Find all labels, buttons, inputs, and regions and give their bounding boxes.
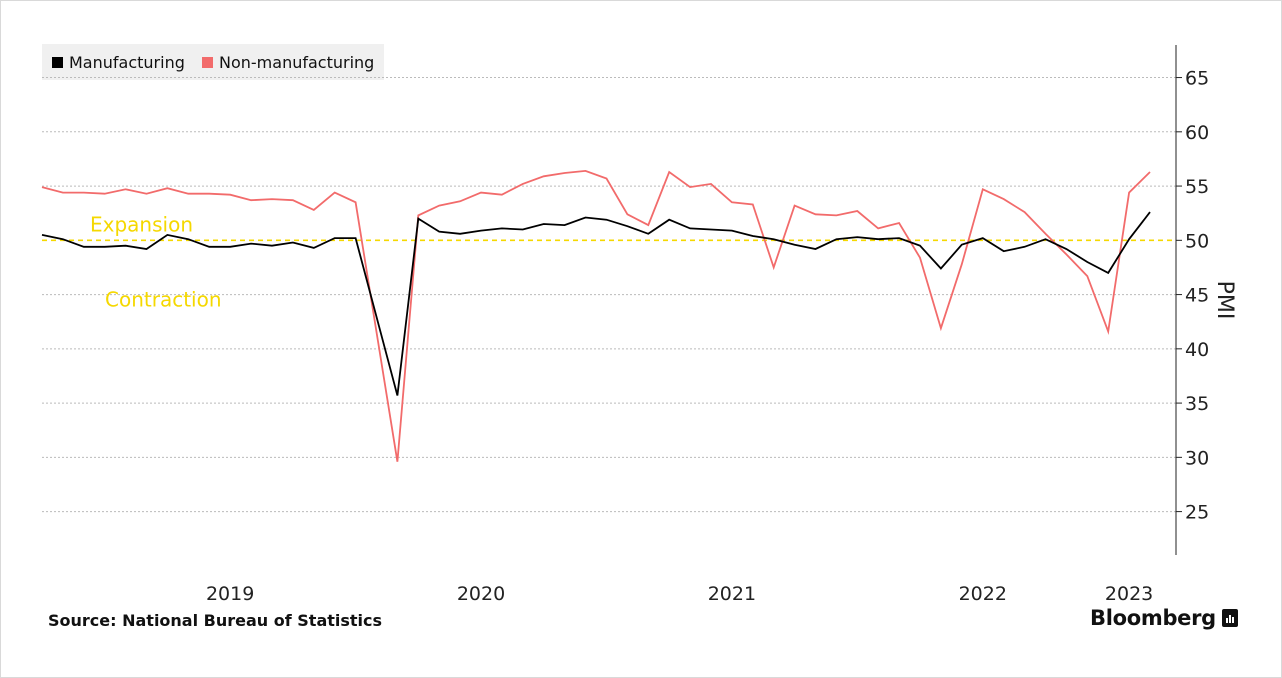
- brand-name: Bloomberg: [1090, 606, 1216, 630]
- x-tick-label-2021: 2021: [708, 583, 756, 605]
- legend-item-manufacturing: Manufacturing: [52, 53, 185, 72]
- legend-label-manufacturing: Manufacturing: [69, 53, 185, 72]
- brand-logo: Bloomberg: [1090, 606, 1238, 630]
- contraction-label: Contraction: [105, 288, 222, 312]
- y-tick-label-45: 45: [1185, 285, 1209, 307]
- y-tick-label-65: 65: [1185, 68, 1209, 90]
- y-tick-label-60: 60: [1185, 122, 1209, 144]
- y-tick-label-25: 25: [1185, 502, 1209, 524]
- y-tick-label-35: 35: [1185, 393, 1209, 415]
- legend-swatch-manufacturing: [52, 57, 63, 68]
- legend-label-non-manufacturing: Non-manufacturing: [219, 53, 375, 72]
- expansion-label: Expansion: [90, 212, 193, 236]
- series-line-manufacturing: [41, 211, 1151, 396]
- source-note: Source: National Bureau of Statistics: [48, 611, 383, 630]
- y-tick-label-50: 50: [1185, 230, 1209, 252]
- legend-swatch-non-manufacturing: [202, 57, 213, 68]
- y-tick-label-55: 55: [1185, 176, 1209, 198]
- bloomberg-chart-icon: [1221, 609, 1238, 627]
- series-line-non-manufacturing: [41, 169, 1151, 462]
- y-axis-title: PMI: [1212, 281, 1237, 320]
- y-tick-label-30: 30: [1185, 447, 1209, 469]
- y-tick-label-40: 40: [1185, 339, 1209, 361]
- x-tick-label-2023: 2023: [1105, 583, 1153, 605]
- legend-item-non-manufacturing: Non-manufacturing: [202, 53, 374, 72]
- x-tick-label-2020: 2020: [457, 583, 505, 605]
- x-tick-label-2019: 2019: [206, 583, 254, 605]
- chart-legend: Manufacturing Non-manufacturing: [42, 44, 384, 80]
- x-tick-label-2022: 2022: [959, 583, 1007, 605]
